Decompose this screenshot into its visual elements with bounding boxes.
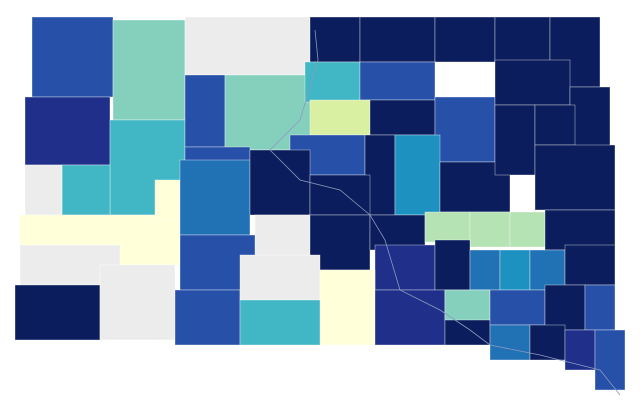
county — [529, 249, 566, 291]
county — [369, 99, 436, 136]
county — [544, 284, 586, 331]
county — [374, 289, 446, 346]
county — [489, 324, 531, 361]
county — [359, 16, 436, 63]
county — [529, 324, 566, 361]
county — [309, 99, 371, 136]
county — [489, 289, 546, 326]
county — [469, 249, 501, 291]
county — [434, 16, 496, 63]
county — [31, 16, 114, 98]
county — [544, 209, 616, 251]
county — [99, 264, 176, 341]
county — [564, 244, 616, 286]
county — [424, 211, 471, 243]
county — [494, 16, 551, 63]
county — [249, 149, 311, 216]
county — [254, 214, 311, 261]
county — [112, 19, 186, 121]
county — [359, 61, 436, 101]
county — [239, 254, 321, 301]
county — [494, 59, 571, 106]
county — [564, 329, 596, 371]
county — [309, 16, 361, 63]
county — [434, 239, 471, 291]
county — [469, 211, 511, 248]
county — [61, 164, 111, 216]
county — [184, 16, 311, 76]
county — [14, 284, 101, 341]
county — [434, 96, 496, 163]
county — [534, 144, 616, 211]
county — [369, 214, 426, 251]
county — [319, 269, 376, 346]
county — [374, 244, 436, 291]
county — [534, 104, 576, 146]
county — [309, 174, 371, 216]
county — [174, 289, 241, 346]
river — [269, 29, 621, 396]
county — [499, 249, 531, 291]
county — [594, 329, 626, 391]
county — [494, 104, 536, 176]
county — [509, 211, 546, 248]
county — [584, 284, 616, 331]
county — [24, 164, 63, 216]
county — [24, 96, 111, 166]
county — [179, 159, 251, 236]
county — [394, 134, 441, 216]
county — [239, 299, 326, 346]
county — [444, 289, 491, 321]
county — [304, 61, 361, 103]
county — [184, 74, 226, 148]
